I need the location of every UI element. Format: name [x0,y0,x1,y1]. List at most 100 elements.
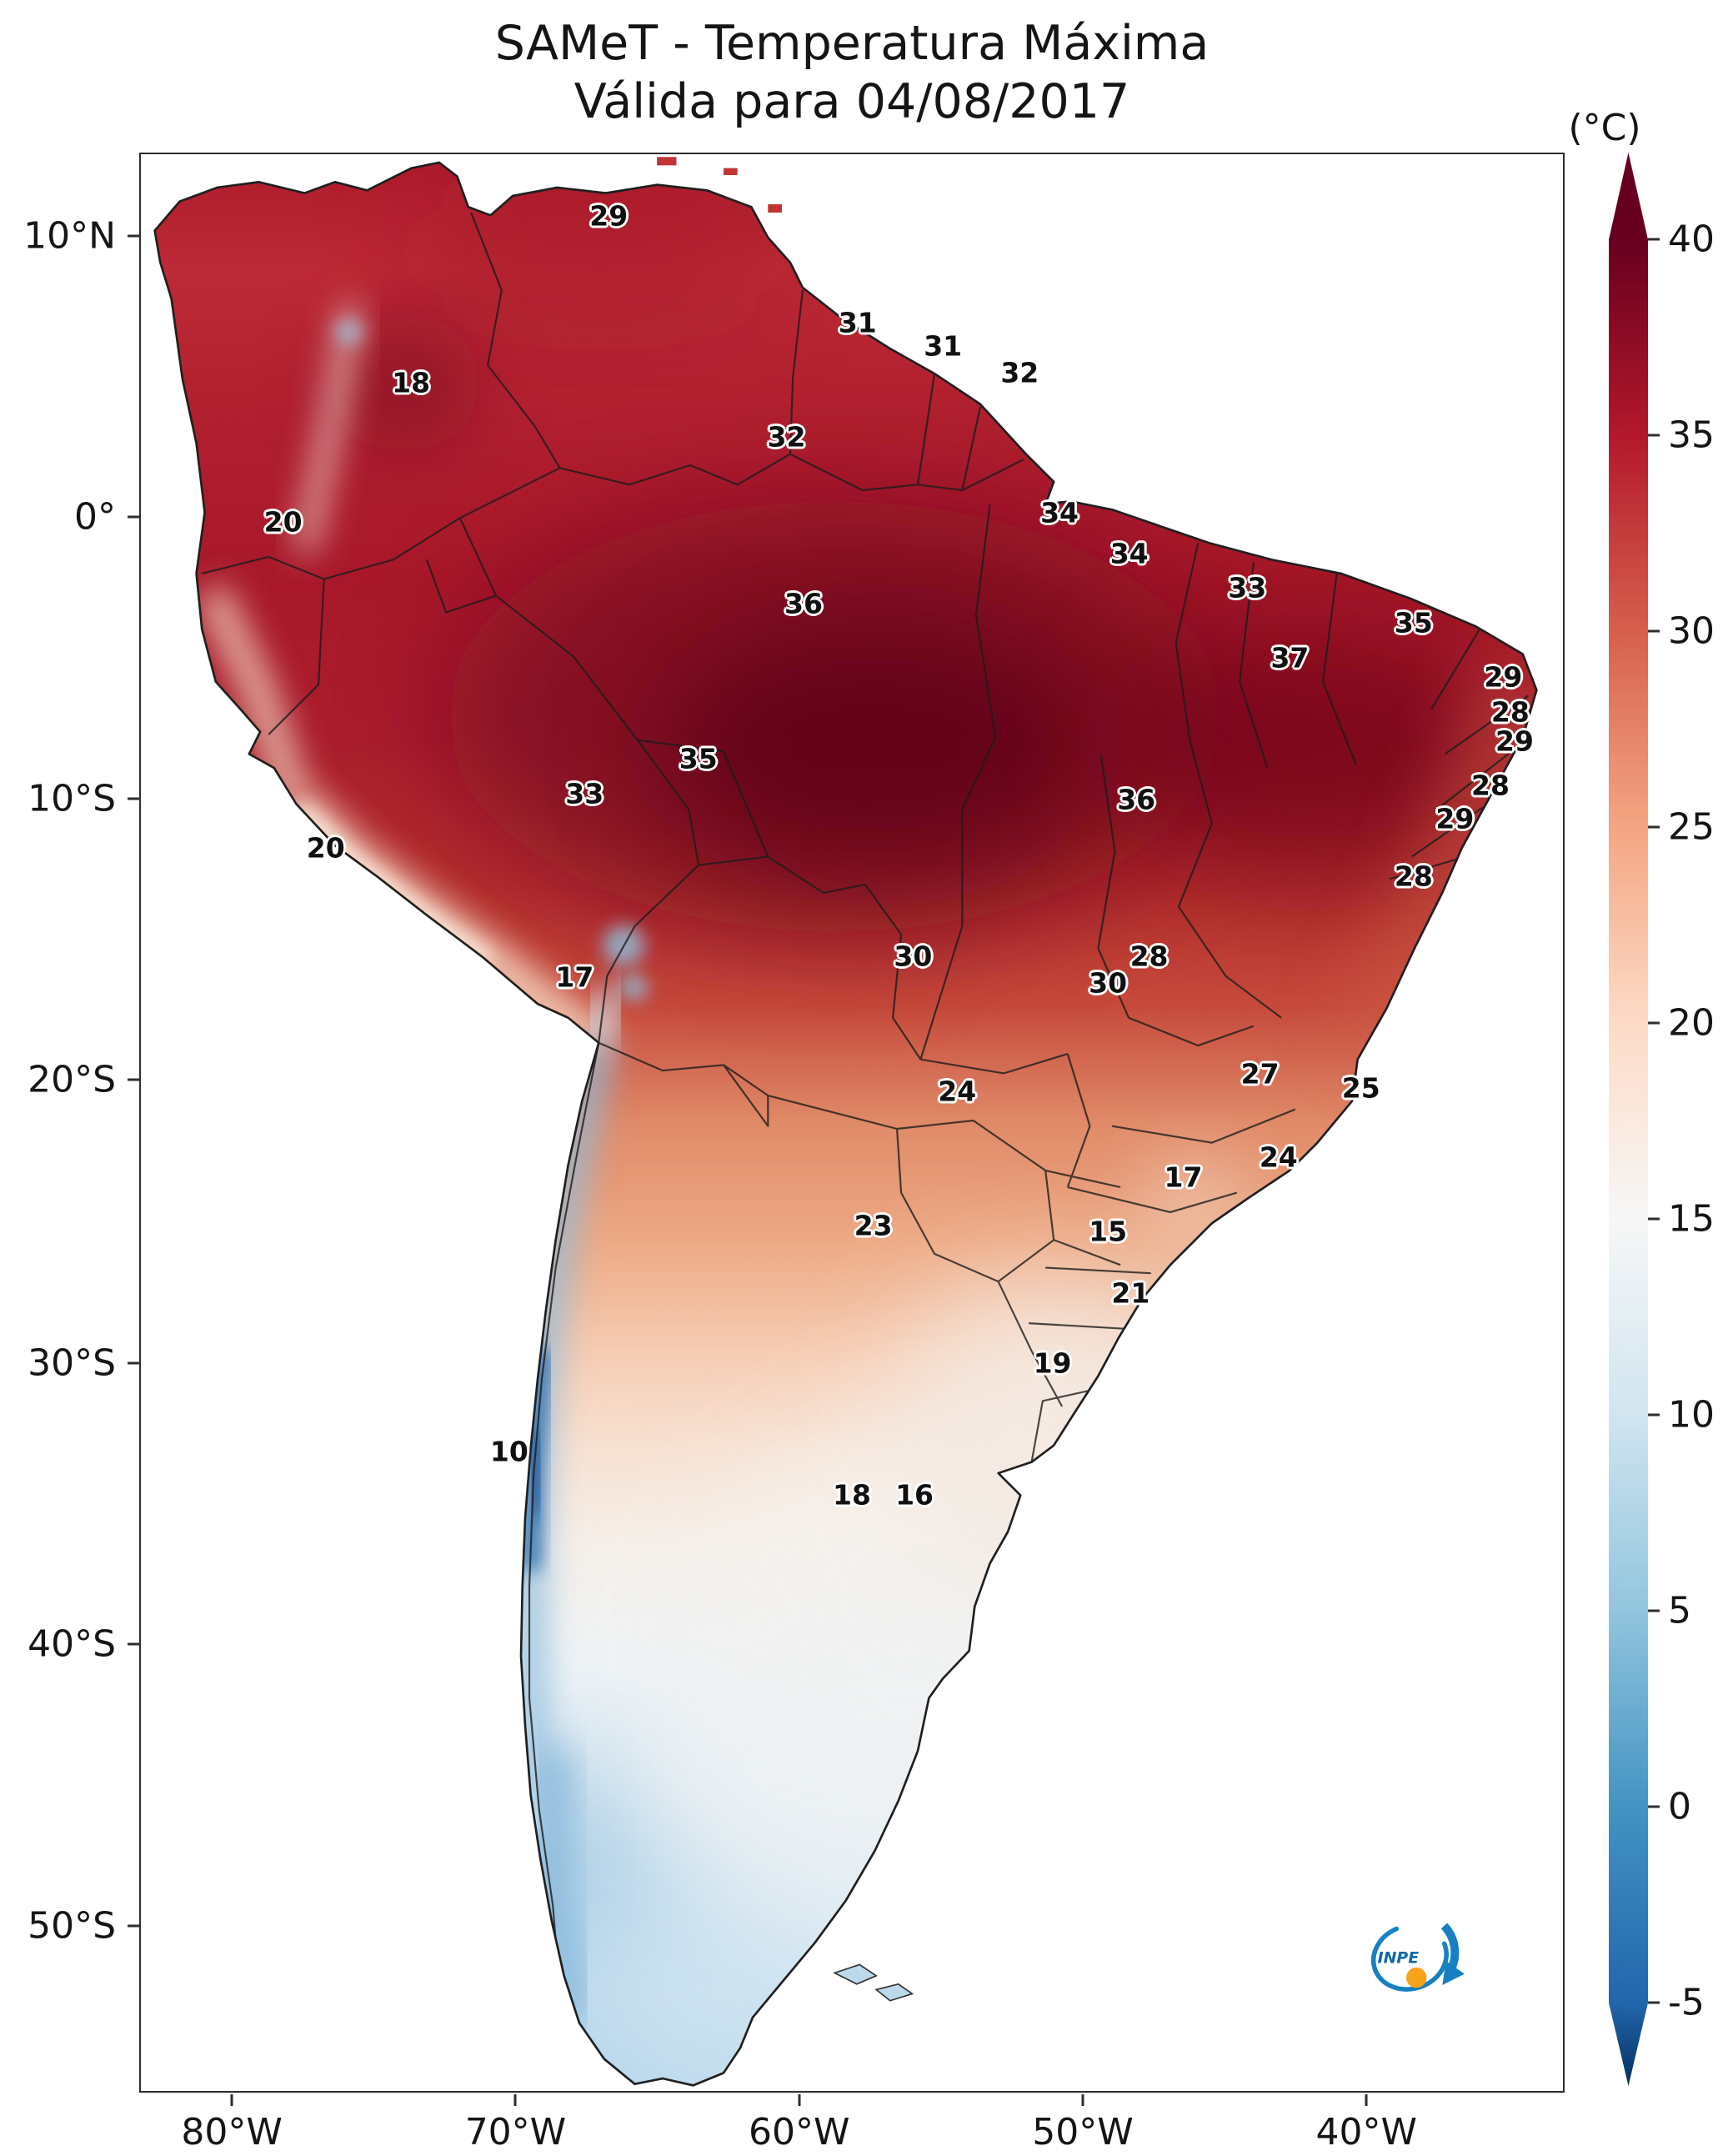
longitude-tick-label: 50°W [1032,2111,1134,2153]
longitude-tick-label: 70°W [464,2111,567,2153]
temperature-label: 24 [938,1075,977,1108]
coastline [153,161,1538,2087]
map-plot: 29 18 31 31 32 32 20 34 34 33 36 35 37 29 28 29 35 33 36 28… [139,153,1565,2093]
longitude-tick-label: 80°W [181,2111,283,2153]
colorbar-tick [1648,238,1660,241]
latitude-tick [128,1078,139,1081]
offshore-islands [657,157,914,2002]
figure-title: SAMeT - Temperatura Máxima Válida para 0… [139,15,1565,131]
colorbar [1609,153,1648,2086]
colorbar-tick-label: 40 [1668,218,1715,261]
temperature-label: 32 [767,420,806,454]
temperature-label: 25 [1341,1071,1380,1105]
latitude-tick [128,515,139,519]
colorbar-tick [1648,1413,1660,1416]
colorbar-tick [1648,629,1660,633]
latitude-tick [128,1924,139,1928]
colorbar-tick [1648,1805,1660,1808]
title-line1: SAMeT - Temperatura Máxima [494,16,1210,71]
temperature-label: 23 [854,1209,893,1242]
colorbar-tick-label: 20 [1668,1001,1715,1045]
latitude-axis: 10°N 0° 10°S 20°S 30°S 40°S 50°S [0,153,139,2093]
colorbar-unit-label: (°C) [1568,107,1641,149]
temperature-label: 33 [565,777,604,810]
inpe-logo-text: INPE [1377,1949,1419,1967]
temperature-label: 35 [1394,606,1433,639]
latitude-tick-label: 50°S [28,1904,116,1948]
temperature-label: 29 [589,199,629,233]
temperature-labels-layer: 29 18 31 31 32 32 20 34 34 33 36 35 37 29 28 29 35 33 36 28… [141,154,1563,2091]
longitude-tick [1081,2094,1084,2106]
temperature-label: 18 [833,1478,871,1512]
temperature-label: 20 [263,505,303,539]
latitude-tick [128,1361,139,1365]
colorbar-tick [1648,825,1660,829]
temperature-label: 27 [1240,1057,1280,1091]
temperature-label: 34 [1040,496,1079,529]
colorbar-tick [1648,1609,1660,1612]
country-state-borders [201,212,1530,1993]
temperature-label: 17 [1164,1161,1203,1194]
colorbar-tick [1648,2001,1660,2004]
longitude-axis: 80°W 70°W 60°W 50°W 40°W [139,2094,1565,2154]
longitude-tick [513,2094,517,2106]
temperature-label: 28 [1394,860,1433,893]
colorbar-axis: 40 35 30 25 20 15 10 5 0 -5 [1648,153,1723,2086]
temperature-label: 36 [1117,783,1156,816]
temperature-label: 30 [1089,966,1128,1000]
inpe-logo-graphic: INPE [1370,1923,1465,1992]
temperature-label: 36 [784,587,823,620]
latitude-tick-label: 20°S [28,1058,116,1101]
temperature-label: 34 [1109,537,1149,570]
temperature-label: 18 [392,366,431,399]
temperature-label: 31 [838,306,877,339]
title-line2: Válida para 04/08/2017 [573,73,1130,129]
temperature-label: 32 [1000,356,1039,389]
temperature-label: 19 [1033,1346,1072,1380]
colorbar-tick [1648,434,1660,437]
latitude-tick-label: 10°N [23,214,116,258]
temperature-label: 29 [1495,725,1534,758]
longitude-tick-label: 60°W [748,2111,850,2153]
colorbar-tick-label: 5 [1668,1589,1691,1632]
south-america-map [153,157,1538,2087]
temperature-label: 31 [924,329,963,363]
temperature-label: 35 [679,742,718,775]
longitude-tick [798,2094,801,2106]
latitude-tick-label: 10°S [28,777,116,820]
longitude-tick [230,2094,233,2106]
latitude-tick [128,1642,139,1646]
colorbar-tick [1648,1021,1660,1025]
temperature-label: 29 [1435,802,1475,835]
colorbar-tick-label: -5 [1668,1981,1705,2024]
latitude-tick [128,234,139,238]
temperature-label: 28 [1471,769,1510,802]
colorbar-tick-label: 10 [1668,1393,1715,1436]
latitude-tick-label: 0° [74,495,116,539]
temperature-label: 30 [894,940,933,973]
temperature-label: 21 [1111,1276,1150,1310]
colorbar-tick-label: 15 [1668,1197,1715,1241]
latitude-tick-label: 40°S [28,1622,116,1666]
temperature-label: 24 [1259,1141,1298,1174]
temperature-label: 16 [895,1478,934,1512]
temperature-label: 15 [1089,1215,1128,1248]
temperature-label: 33 [1228,571,1267,604]
temperature-label: 10 [489,1435,528,1468]
temperature-label: 28 [1129,940,1169,973]
temperature-label: 20 [306,831,345,865]
temperature-label: 29 [1484,660,1523,694]
longitude-tick [1365,2094,1368,2106]
latitude-tick [128,797,139,800]
temperature-label: 17 [555,960,594,994]
colorbar-tick-label: 30 [1668,609,1715,653]
colorbar-tick-label: 25 [1668,805,1715,849]
temperature-label: 28 [1490,695,1530,729]
colorbar-tick-label: 0 [1668,1785,1691,1828]
colorbar-tick-label: 35 [1668,414,1715,457]
inpe-logo: INPE [1357,1909,1472,2011]
longitude-tick-label: 40°W [1315,2111,1418,2153]
latitude-tick-label: 30°S [28,1341,116,1385]
colorbar-tick [1648,1217,1660,1221]
temperature-label: 37 [1270,641,1310,674]
